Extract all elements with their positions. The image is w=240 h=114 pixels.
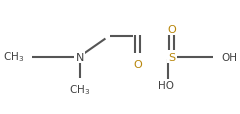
Text: HO: HO — [158, 80, 174, 90]
Text: CH$_3$: CH$_3$ — [3, 50, 24, 64]
Text: S: S — [168, 52, 176, 62]
Text: CH$_3$: CH$_3$ — [69, 83, 90, 96]
Text: OH: OH — [222, 52, 237, 62]
Text: N: N — [75, 52, 84, 62]
Text: O: O — [133, 59, 142, 69]
Text: O: O — [168, 25, 176, 35]
